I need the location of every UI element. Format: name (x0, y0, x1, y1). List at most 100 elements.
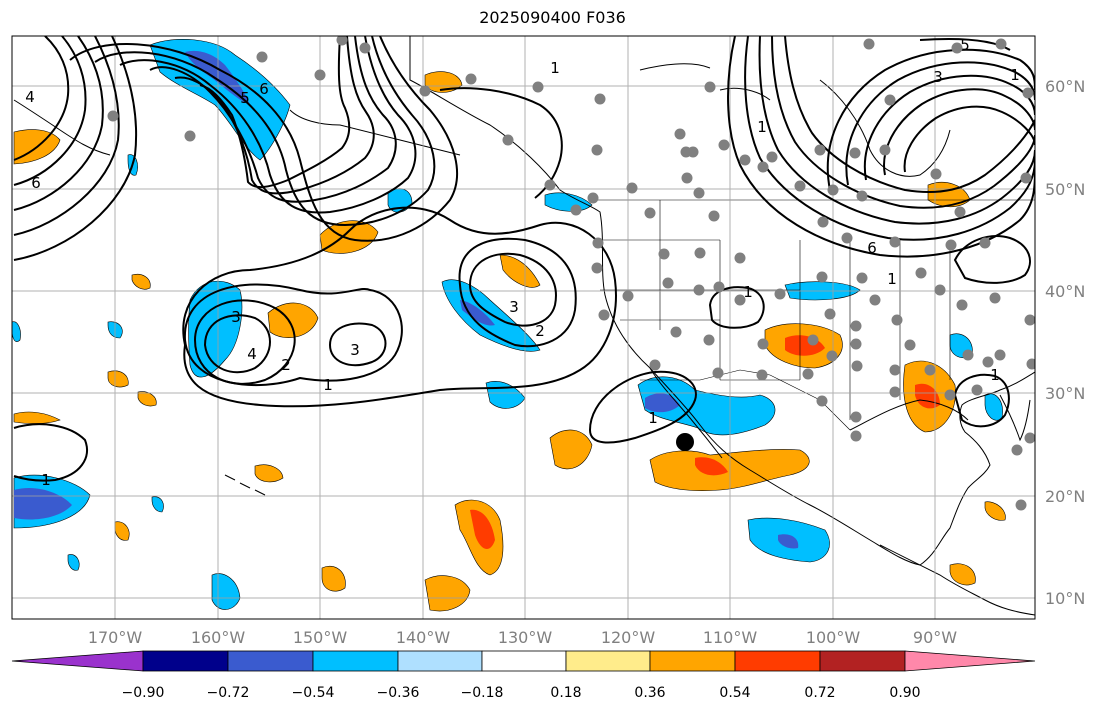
contour-label: 1 (41, 471, 51, 489)
baja-peninsula (649, 367, 723, 459)
contour-4-low (203, 314, 271, 374)
colorbar-tick-label: −0.36 (377, 685, 420, 701)
lat-tick-labels: 60°N 50°N 40°N 30°N 20°N 10°N (1045, 77, 1085, 608)
alaska-coast (289, 109, 461, 156)
lon-tick-labels: 170°W 160°W 150°W 140°W 130°W 120°W 110°… (88, 628, 957, 647)
contour-label: 5 (960, 36, 970, 54)
colorbar-tick-label: 0.90 (889, 685, 920, 701)
lat-tick-label: 30°N (1045, 384, 1085, 403)
lat-tick-label: 40°N (1045, 282, 1085, 301)
lat-tick-label: 50°N (1045, 180, 1085, 199)
map-title: 2025090400 F036 (479, 8, 626, 27)
shade-small-orange-d (137, 391, 157, 407)
colorbar (11, 650, 1036, 672)
colorbar-segment (142, 650, 229, 672)
shade-mexico-purple (645, 393, 680, 413)
colorbar-tick-label: −0.54 (292, 685, 335, 701)
shade-south-orange-2 (424, 575, 471, 612)
colorbar-tick-label: −0.90 (122, 685, 165, 701)
map-frame (11, 35, 1036, 620)
contour-label: 6 (867, 239, 877, 257)
contour-label: 6 (31, 174, 41, 192)
colorbar-segment (11, 650, 144, 672)
colorbar-segment (481, 650, 567, 672)
colorbar-tick-labels: −0.90 −0.72 −0.54 −0.36 −0.18 0.18 0.36 … (122, 685, 921, 701)
shade-small-orange-e (114, 521, 130, 541)
shade-small-orange-f (984, 501, 1006, 521)
contour-label: 2 (281, 356, 291, 374)
lat-tick-label: 60°N (1045, 77, 1085, 96)
lon-tick-label: 120°W (601, 628, 656, 647)
colorbar-tick-label: 0.36 (634, 685, 665, 701)
contour-label: 1 (1010, 66, 1020, 84)
lon-tick-label: 150°W (293, 628, 348, 647)
colorbar-segment (312, 650, 399, 672)
shade-small-orange-b (254, 464, 284, 483)
shade-orange-4 (499, 254, 541, 288)
shade-small-orange-a (107, 370, 129, 388)
contour-labels: 1 1 1 1 1 1 1 1 1 2 2 3 3 3 3 4 4 5 5 6 … (25, 36, 1020, 489)
contour-label: 3 (933, 68, 943, 86)
contour-label: 4 (247, 345, 257, 363)
shade-orange-5 (549, 429, 593, 470)
contour-label: 1 (757, 118, 767, 136)
contour-label: 6 (259, 80, 269, 98)
lon-tick-label: 110°W (703, 628, 758, 647)
shade-south-red-1 (470, 509, 495, 550)
colorbar-tick-label: 0.18 (550, 685, 581, 701)
lon-tick-label: 170°W (88, 628, 143, 647)
contour-label: 1 (550, 59, 560, 77)
shade-small-blue-d (67, 554, 80, 571)
contour-label: 1 (990, 366, 1000, 384)
shade-purple-3 (460, 300, 495, 326)
contour-label: 1 (648, 409, 658, 427)
contour-label: 3 (231, 308, 241, 326)
location-marker (676, 433, 694, 451)
shade-blue-2 (188, 280, 243, 378)
north-america-coast (409, 36, 1035, 566)
lon-tick-label: 100°W (806, 628, 861, 647)
lon-tick-label: 130°W (498, 628, 553, 647)
lon-tick-label: 140°W (396, 628, 451, 647)
contour-label: 1 (323, 376, 333, 394)
hawaii-islands (224, 474, 266, 496)
shade-small-orange-g (131, 273, 151, 290)
colorbar-segment (904, 650, 1036, 672)
shade-south-orange-3 (321, 566, 346, 592)
contour-label: 3 (350, 341, 360, 359)
contour-label: 5 (240, 89, 250, 107)
map-panel: 1 1 1 1 1 1 1 1 1 2 2 3 3 3 3 4 4 5 5 6 … (12, 36, 1035, 619)
station-dots (107, 36, 1035, 511)
colorbar-segment (734, 650, 821, 672)
shade-south-purple-1 (778, 534, 799, 549)
colorbar-segment (819, 650, 906, 672)
shade-small-blue-b (151, 496, 164, 513)
colorbar-segment (397, 650, 483, 672)
colorbar-tick-label: −0.18 (461, 685, 504, 701)
lat-tick-label: 20°N (1045, 487, 1085, 506)
colorbar-segment (227, 650, 314, 672)
lon-tick-label: 160°W (191, 628, 246, 647)
shade-south-orange-4 (949, 563, 976, 586)
contour-label: 1 (887, 270, 897, 288)
shade-mexico-blue (637, 376, 776, 436)
gulf-coast (849, 399, 969, 431)
colorbar-segment (565, 650, 651, 672)
canada-arctic (639, 63, 771, 101)
contour-label: 1 (743, 283, 753, 301)
shade-orange-1 (319, 220, 379, 254)
colorbar-segment (649, 650, 736, 672)
shade-mexico-red (695, 457, 728, 476)
contour-lines (13, 36, 1035, 482)
lat-tick-label: 10°N (1045, 589, 1085, 608)
contour-label: 4 (25, 88, 35, 106)
contour-label: 3 (509, 298, 519, 316)
contour-label: 2 (535, 322, 545, 340)
lon-tick-label: 90°W (913, 628, 957, 647)
shade-small-orange-c (13, 411, 61, 424)
colorbar-tick-label: 0.54 (719, 685, 750, 701)
central-america (879, 544, 1035, 616)
colorbar-tick-label: −0.72 (207, 685, 250, 701)
colorbar-tick-label: 0.72 (804, 685, 835, 701)
